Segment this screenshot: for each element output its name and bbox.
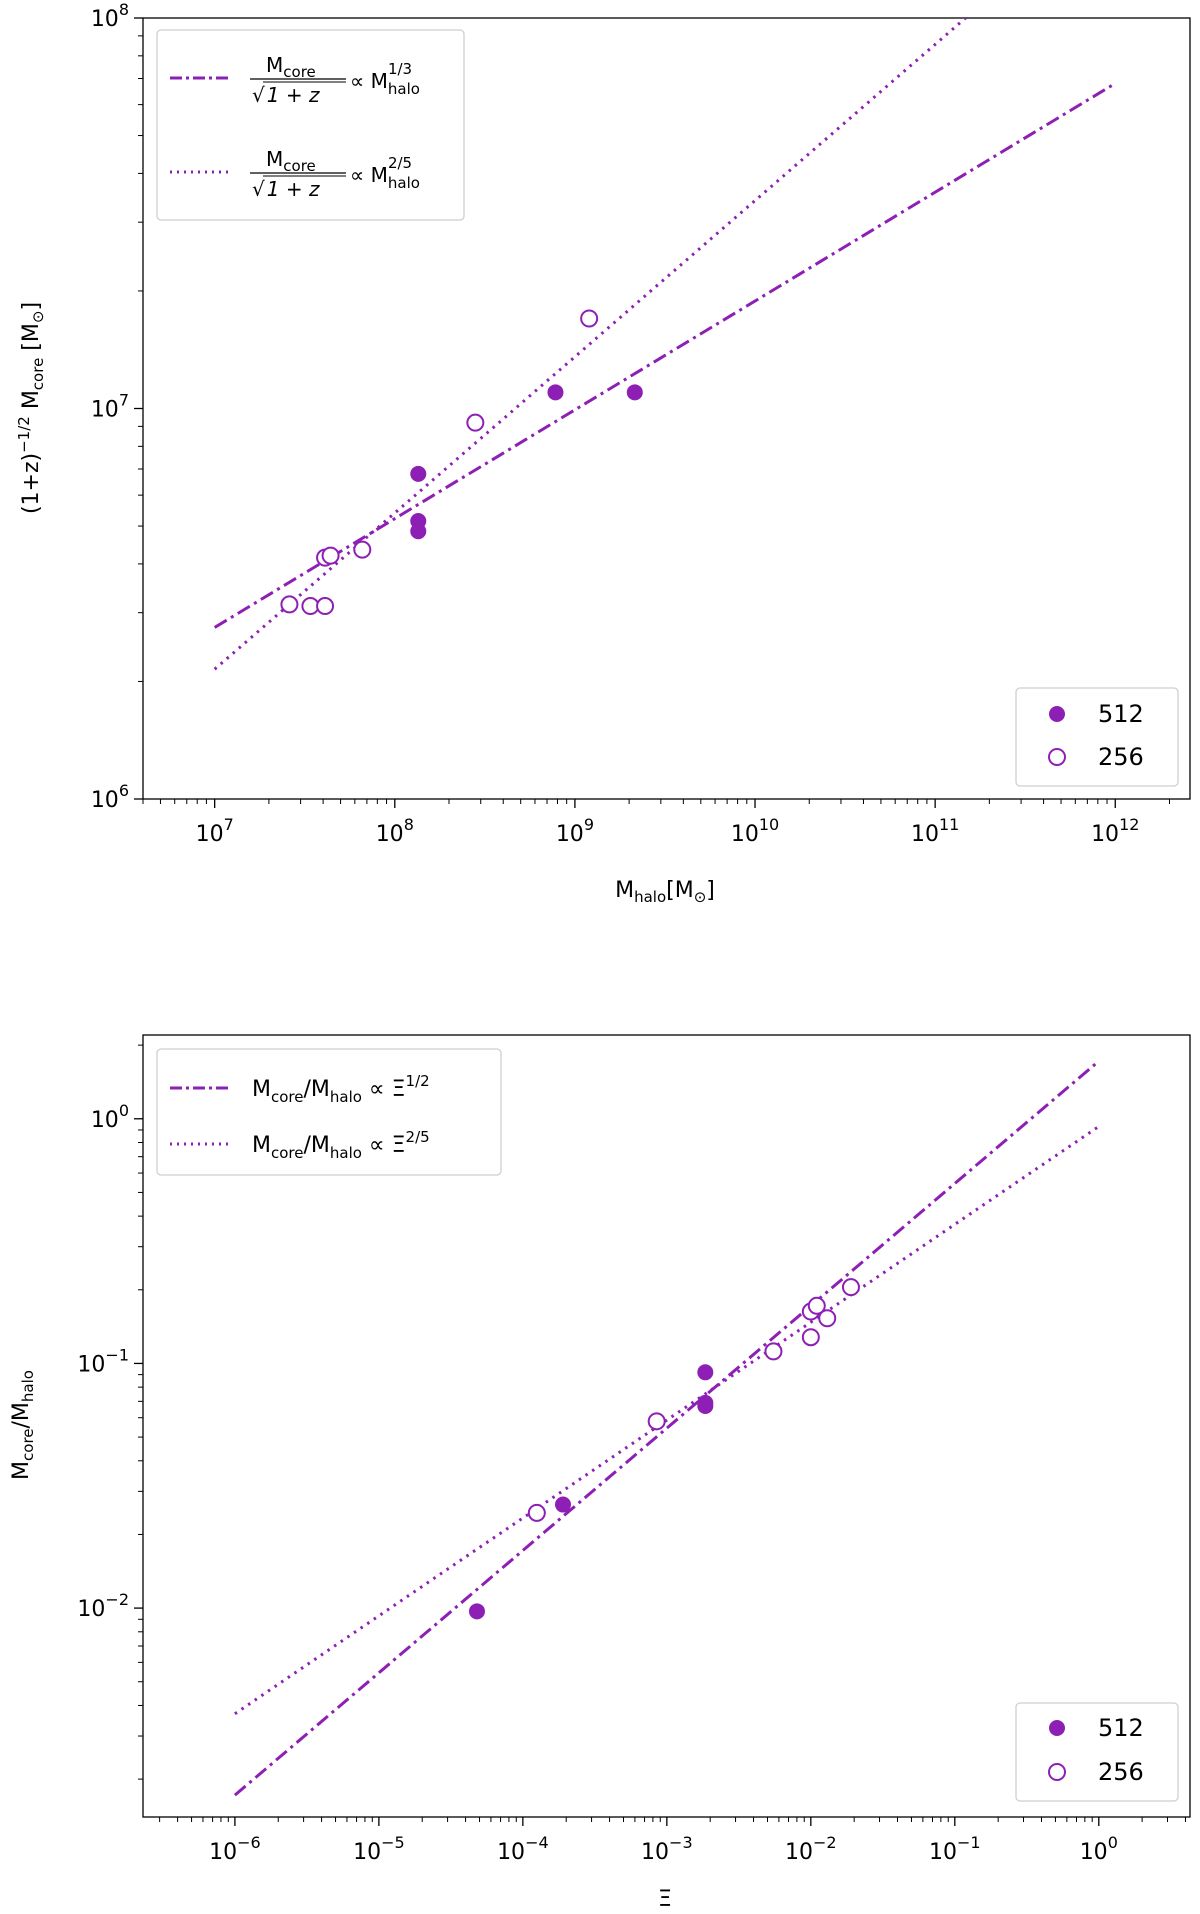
- bottom-point-512: [468, 1603, 485, 1620]
- top-fit-legend: Mcore √ 1 + z ∝ Mhalo1/3 Mcore √ 1 + z ∝ M…: [156, 29, 465, 221]
- top-point-256: [280, 595, 299, 614]
- bottom-point-256: [527, 1503, 546, 1522]
- bottom-x-tick-label: 100: [1080, 1833, 1118, 1865]
- bottom-y-axis-label: Mcore/Mhalo: [9, 1370, 37, 1480]
- top-legend-fit1-denominator: √ 1 + z: [252, 83, 320, 107]
- top-x-tick-label: 1012: [1091, 815, 1139, 847]
- bottom-marker-legend: 512 256: [1015, 1702, 1179, 1802]
- top-legend-fit2-denominator: √ 1 + z: [252, 177, 320, 201]
- top-legend-512-marker: [1049, 706, 1065, 722]
- bottom-point-256: [647, 1412, 666, 1431]
- bottom-fit-lines: [233, 1060, 1100, 1797]
- bottom-legend-512-label: 512: [1098, 1714, 1144, 1742]
- top-x-tick-label: 108: [376, 815, 414, 847]
- bottom-point-512: [697, 1364, 714, 1381]
- top-fit-lines: [213, 18, 1117, 671]
- top-point-256: [580, 309, 599, 328]
- bottom-point-256: [841, 1278, 860, 1297]
- top-legend-fit2-proportional: ∝ Mhalo2/5: [350, 154, 420, 192]
- bottom-point-256: [818, 1309, 837, 1328]
- bottom-x-tick-label: 10−6: [209, 1833, 261, 1865]
- top-legend-512-label: 512: [1098, 700, 1144, 728]
- bottom-x-tick-label: 10−2: [785, 1833, 837, 1865]
- bottom-x-axis-label: Ξ: [658, 1887, 672, 1912]
- top-y-tick-label: 107: [91, 391, 129, 423]
- bottom-y-tick-label: 10−2: [77, 1590, 129, 1622]
- bottom-y-tick-label: 100: [91, 1101, 129, 1133]
- top-point-512: [410, 523, 427, 540]
- bottom-data-points: [468, 1278, 860, 1620]
- bottom-fit-line-dotted: [234, 1125, 1100, 1715]
- top-legend-fit2-numerator: Mcore: [266, 147, 316, 175]
- bottom-point-256: [764, 1342, 783, 1361]
- top-legend-256-label: 256: [1098, 743, 1144, 771]
- top-x-tick-label: 1010: [731, 815, 779, 847]
- bottom-legend-fit1-label: Mcore/Mhalo ∝ Ξ1/2: [252, 1072, 430, 1106]
- top-axis-ticks: 107 108 109 1010 1011 1012 106 107 108: [91, 0, 1170, 847]
- top-legend-fit1-numerator: Mcore: [266, 53, 316, 81]
- top-x-axis-label: Mhalo[M⊙]: [615, 878, 715, 906]
- bottom-x-tick-label: 10−5: [353, 1833, 405, 1865]
- top-marker-legend: 512 256: [1015, 687, 1179, 787]
- top-point-256: [353, 540, 372, 559]
- top-legend-256-marker: [1048, 748, 1066, 766]
- top-x-tick-label: 1011: [911, 815, 959, 847]
- top-fit-line-dashdot: [213, 82, 1117, 629]
- top-y-tick-label: 106: [91, 781, 129, 813]
- top-point-512: [626, 384, 643, 401]
- top-point-256: [301, 597, 320, 616]
- top-fit-line-dotted: [213, 18, 968, 671]
- top-point-512: [547, 384, 564, 401]
- bottom-fit-legend: Mcore/Mhalo ∝ Ξ1/2 Mcore/Mhalo ∝ Ξ2/5: [156, 1048, 502, 1176]
- top-point-256: [316, 597, 335, 616]
- bottom-chart: 10−6 10−5 10−4 10−3 10−2 10−1 100 10−2 10−1 100 Ξ…: [9, 1034, 1191, 1912]
- bottom-y-tick-label: 10−1: [77, 1345, 129, 1377]
- top-point-256: [321, 546, 340, 565]
- bottom-x-tick-label: 10−4: [497, 1833, 549, 1865]
- top-data-points: [280, 309, 643, 616]
- bottom-legend-512-marker: [1049, 1720, 1065, 1736]
- top-x-tick-label: 107: [196, 815, 234, 847]
- top-y-tick-label: 108: [91, 0, 129, 32]
- top-x-tick-label: 109: [556, 815, 594, 847]
- bottom-point-256: [807, 1296, 826, 1315]
- bottom-point-512: [697, 1397, 714, 1414]
- bottom-x-tick-label: 10−3: [641, 1833, 693, 1865]
- top-chart: 107 108 109 1010 1011 1012 106 107 108 Mhalo[M⊙]…: [15, 0, 1191, 906]
- bottom-x-tick-label: 10−1: [929, 1833, 981, 1865]
- top-y-axis-label: (1+z)−1/2 Mcore [M⊙]: [15, 302, 47, 514]
- bottom-axis-ticks: 10−6 10−5 10−4 10−3 10−2 10−1 100 10−2 10−1 100: [77, 1044, 1186, 1865]
- bottom-legend-256-label: 256: [1098, 1758, 1144, 1786]
- bottom-point-512: [554, 1496, 571, 1513]
- top-point-256: [466, 413, 485, 432]
- top-point-512: [410, 465, 427, 482]
- bottom-legend-256-marker: [1048, 1763, 1066, 1781]
- bottom-point-256: [801, 1328, 820, 1347]
- bottom-legend-fit2-label: Mcore/Mhalo ∝ Ξ2/5: [252, 1128, 430, 1162]
- top-legend-fit1-proportional: ∝ Mhalo1/3: [350, 60, 420, 98]
